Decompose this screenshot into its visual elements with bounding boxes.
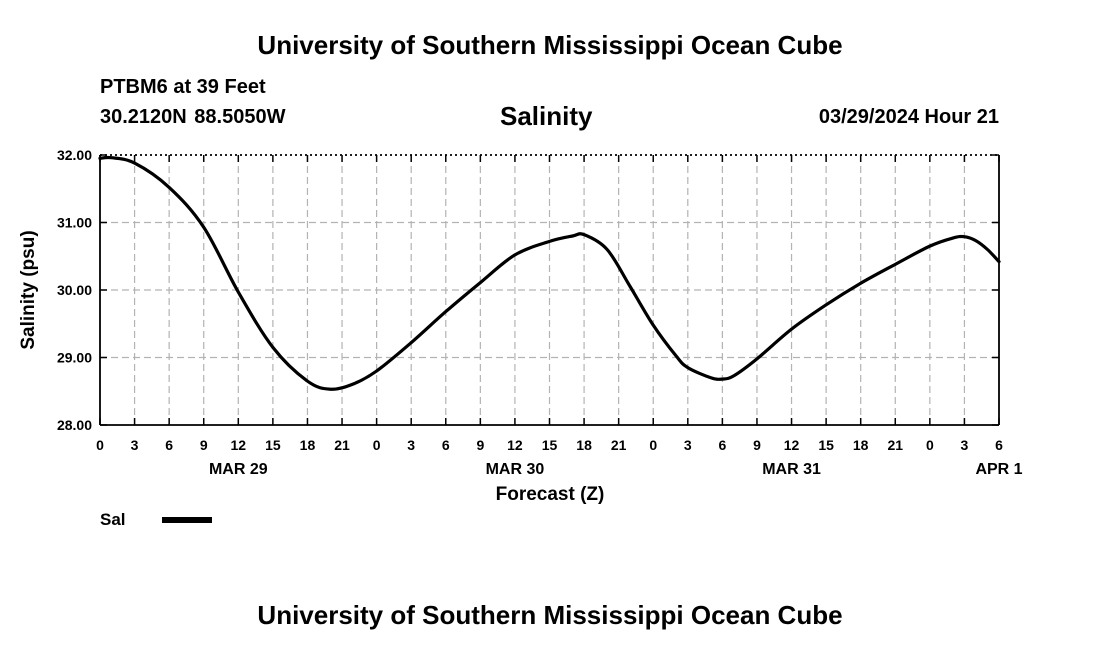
y-tick-label: 30.00	[57, 282, 92, 298]
x-tick-label: 15	[542, 437, 558, 453]
x-tick-label: 0	[96, 437, 104, 453]
x-tick-label: 12	[231, 437, 247, 453]
x-tick-label: 9	[753, 437, 761, 453]
x-tick-label: 0	[926, 437, 934, 453]
y-tick-label: 31.00	[57, 215, 92, 231]
station-label: PTBM6 at 39 Feet	[100, 76, 266, 98]
x-tick-label: 21	[611, 437, 627, 453]
x-tick-label: 6	[995, 437, 1003, 453]
x-tick-label: 18	[300, 437, 316, 453]
legend-swatch	[162, 517, 212, 523]
report-title: University of Southern Mississippi Ocean…	[257, 30, 843, 60]
x-tick-label: 9	[200, 437, 208, 453]
y-axis-title: Salinity (psu)	[18, 230, 39, 349]
day-label: MAR 31	[762, 461, 821, 478]
x-tick-label: 21	[334, 437, 350, 453]
axis-ticks	[99, 154, 1000, 426]
x-tick-label: 3	[131, 437, 139, 453]
grid	[100, 155, 999, 425]
legend-label: Sal	[100, 510, 126, 529]
day-label: APR 1	[975, 461, 1022, 478]
x-tick-label: 0	[373, 437, 381, 453]
x-tick-label: 0	[649, 437, 657, 453]
chart-title: Salinity	[500, 101, 593, 131]
forecast-timestamp: 03/29/2024 Hour 21	[818, 106, 999, 128]
footer-title: University of Southern Mississippi Ocean…	[257, 600, 843, 630]
x-tick-label: 18	[853, 437, 869, 453]
salinity-series-line	[98, 155, 1001, 391]
x-tick-label: 3	[684, 437, 692, 453]
x-tick-label: 6	[442, 437, 450, 453]
x-tick-label: 6	[165, 437, 173, 453]
day-label: MAR 30	[486, 461, 545, 478]
x-tick-label: 15	[265, 437, 281, 453]
x-tick-label: 6	[718, 437, 726, 453]
x-tick-label: 9	[476, 437, 484, 453]
x-tick-label: 15	[818, 437, 834, 453]
y-tick-label: 28.00	[57, 417, 92, 433]
series-layer	[98, 155, 1001, 391]
tick-labels: 0 3 6 9 12 15 18 21 0 3 6 9 12 15 18 21 0 3 6 9 12 15 18 21 0 3 6 2…	[57, 147, 1023, 478]
x-axis-title: Forecast (Z)	[496, 484, 605, 505]
x-tick-label: 18	[576, 437, 592, 453]
x-tick-label: 3	[407, 437, 415, 453]
x-tick-label: 21	[887, 437, 903, 453]
station-coordinates: 30.2120N 88.5050W	[100, 106, 286, 128]
x-tick-label: 3	[961, 437, 969, 453]
x-tick-label: 12	[507, 437, 523, 453]
y-tick-label: 29.00	[57, 350, 92, 366]
y-tick-label: 32.00	[57, 147, 92, 163]
day-label: MAR 29	[209, 461, 268, 478]
x-tick-label: 12	[784, 437, 800, 453]
